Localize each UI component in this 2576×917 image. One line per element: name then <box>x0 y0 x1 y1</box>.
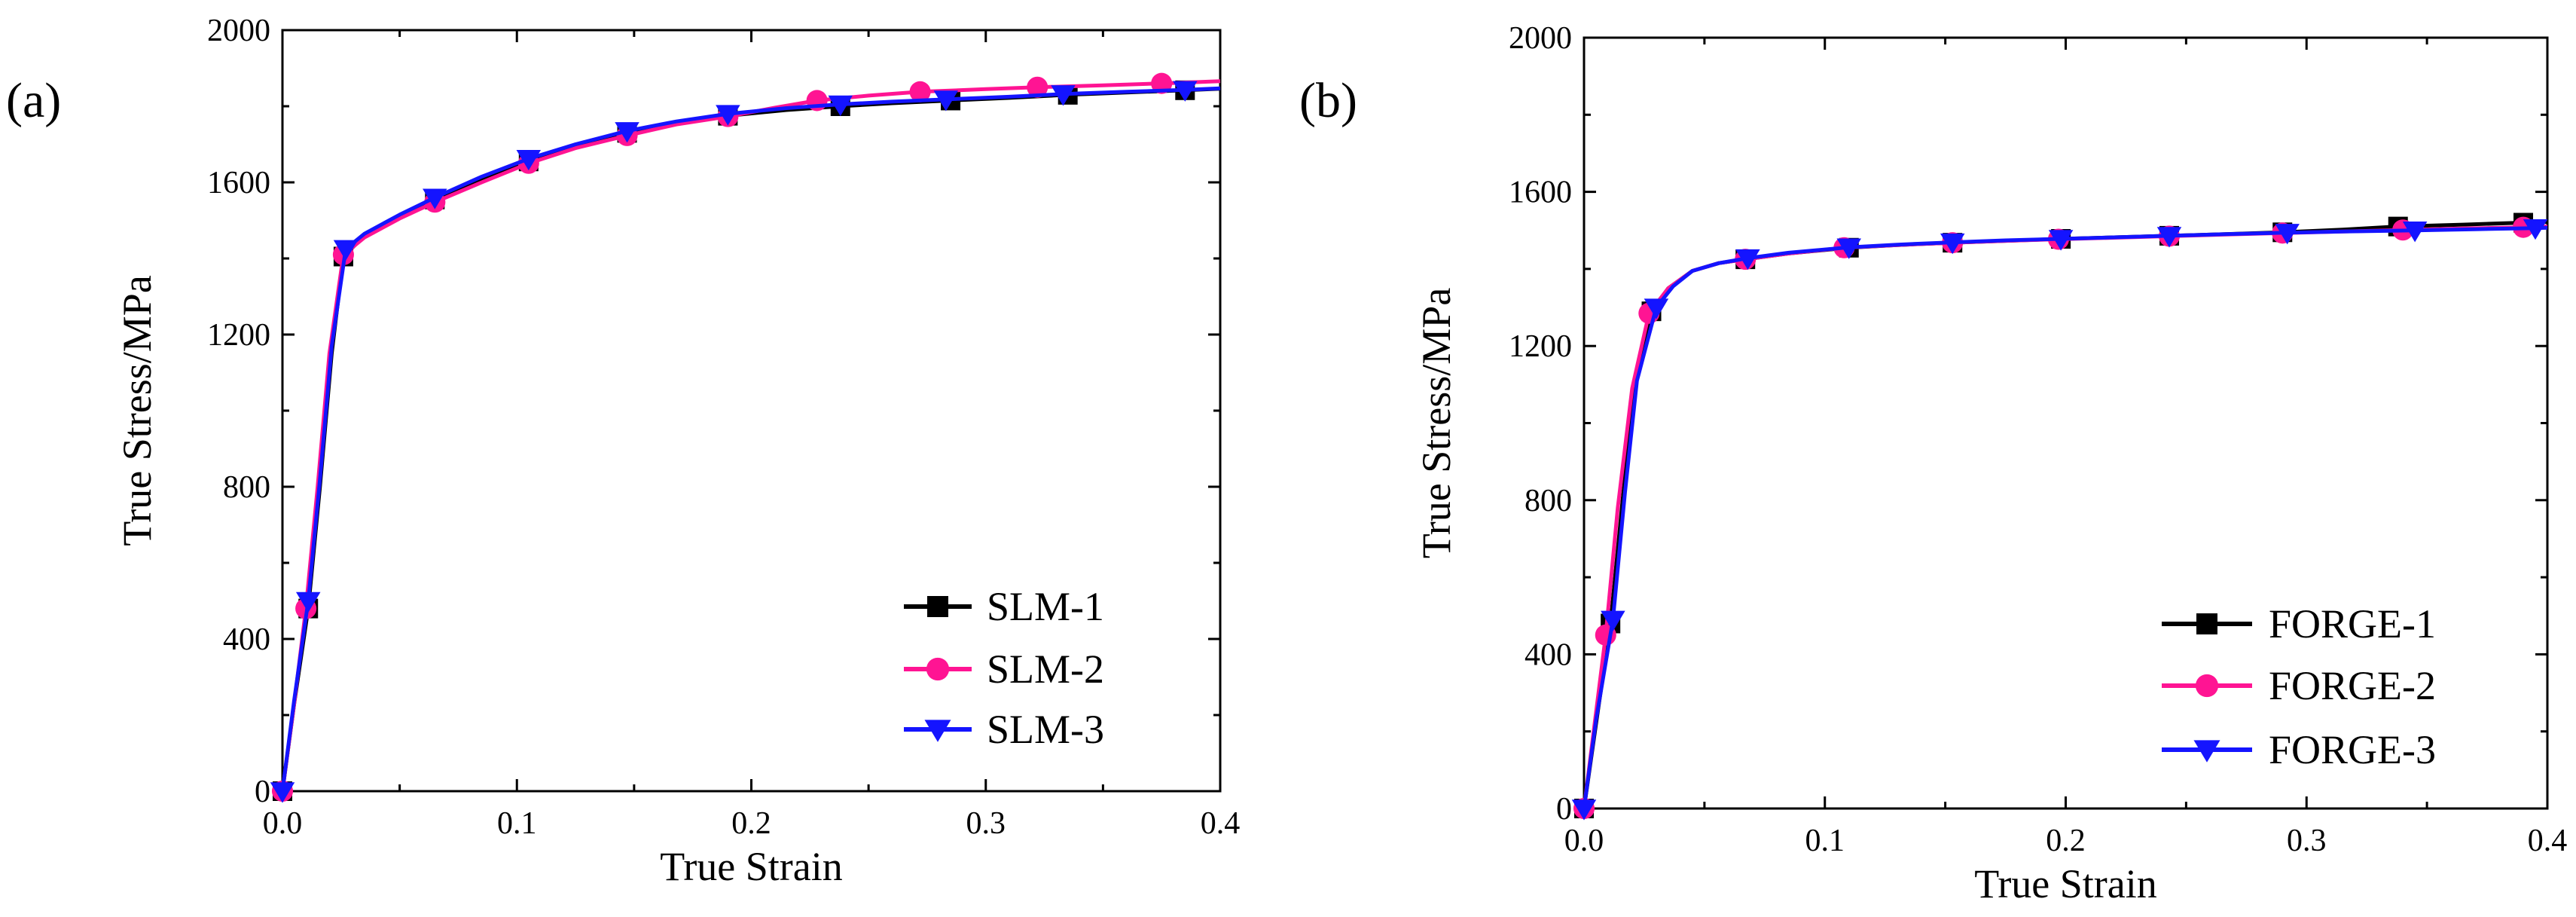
chart-0-series-2 <box>270 81 1221 803</box>
chart-0-y-axis-title: True Stress/MPa <box>114 275 160 546</box>
chart-1-x-tick-label: 0.1 <box>1805 824 1845 858</box>
chart-1-y-tick-label: 1200 <box>1509 329 1572 364</box>
chart-1-panel-label: (b) <box>1299 73 1357 128</box>
chart-0-y-tick-label: 400 <box>223 622 270 657</box>
chart-1-data-point-2 <box>1940 233 1965 255</box>
chart-0-legend-label-2: SLM-3 <box>987 707 1104 752</box>
chart-0-data-point-2 <box>615 122 639 143</box>
chart-1-data-point-2 <box>2523 219 2548 240</box>
chart-1-series-2 <box>1571 219 2548 821</box>
chart-0-data-point-2 <box>333 240 359 261</box>
chart-1-data-point-2 <box>2048 230 2074 251</box>
chart-0-x-tick-label: 0.2 <box>731 806 771 841</box>
chart-0-data-point-2 <box>716 105 740 126</box>
chart-0-x-tick-label: 0.1 <box>497 806 537 841</box>
chart-0-x-tick-label: 0.3 <box>966 806 1006 841</box>
chart-1-data-point-2 <box>2402 222 2428 243</box>
chart-0-x-tick-label: 0.0 <box>263 806 303 841</box>
chart-0-x-tick-label: 0.4 <box>1201 806 1241 841</box>
chart-0-data-point-2 <box>1173 81 1198 102</box>
chart-1-data-point-2 <box>1644 298 1669 319</box>
chart-0-data-point-2 <box>516 149 542 171</box>
chart-1-x-axis-title: True Strain <box>1974 861 2157 906</box>
chart-0-y-tick-label: 0 <box>255 775 270 809</box>
chart-1-legend-label-1: FORGE-2 <box>2269 663 2436 708</box>
chart-1-y-tick-label: 1600 <box>1509 176 1572 210</box>
chart-1-y-tick-label: 800 <box>1525 484 1572 518</box>
chart-0-series-0 <box>273 80 1221 801</box>
chart-1-x-tick-label: 0.3 <box>2287 824 2327 858</box>
chart-0-data-point-1 <box>909 81 931 102</box>
chart-1-y-tick-label: 2000 <box>1509 21 1572 56</box>
chart-1-legend-label-2: FORGE-3 <box>2269 727 2436 772</box>
chart-0-panel: (a) 0.0 0.1 0.2 0.3 0.4 0 400 800 1200 1600 2000 Tru… <box>6 14 1240 889</box>
chart-1-data-point-2 <box>1836 238 1861 259</box>
chart-0-y-tick-label: 2000 <box>207 14 270 48</box>
chart-0-data-point-2 <box>295 591 321 613</box>
chart-1-y-tick-label: 400 <box>1525 637 1572 672</box>
chart-0-y-tick-label: 1600 <box>207 166 270 200</box>
chart-1-series-line-2 <box>1582 225 2548 809</box>
chart-0-series-line-2 <box>280 86 1221 792</box>
chart-0-data-point-2 <box>933 90 959 112</box>
chart-0-legend-marker-1 <box>926 657 950 681</box>
chart-0-legend-label-0: SLM-1 <box>987 584 1104 629</box>
chart-0-data-point-2 <box>423 188 447 209</box>
chart-1-x-tick-label: 0.4 <box>2528 824 2568 858</box>
chart-0-y-tick-label: 800 <box>223 470 270 505</box>
chart-1-data-point-2 <box>1571 799 1597 821</box>
chart-1-y-tick-label: 0 <box>1556 792 1572 827</box>
chart-1-x-tick-label: 0.0 <box>1564 824 1604 858</box>
chart-0-legend-marker-2 <box>924 720 951 742</box>
chart-1-y-axis-title: True Stress/MPa <box>1414 288 1459 559</box>
chart-1-data-point-2 <box>2275 224 2300 245</box>
chart-1-x-tick-label: 0.2 <box>2046 824 2086 858</box>
chart-1-legend-marker-0 <box>2196 613 2217 634</box>
chart-1-legend-marker-1 <box>2195 674 2219 698</box>
chart-1-legend-label-0: FORGE-1 <box>2269 601 2436 646</box>
chart-0-panel-label: (a) <box>6 73 61 128</box>
chart-0-x-axis-title: True Strain <box>660 844 843 889</box>
chart-0-data-point-2 <box>828 95 853 117</box>
chart-1-data-point-2 <box>1735 249 1760 271</box>
chart-0-legend-label-1: SLM-2 <box>987 646 1104 692</box>
chart-1-legend-marker-2 <box>2193 740 2220 763</box>
chart-0-y-tick-label: 1200 <box>207 318 270 353</box>
chart-1-series-line-0 <box>1582 220 2548 809</box>
chart-0-data-point-2 <box>1051 85 1076 106</box>
chart-0-data-point-1 <box>1027 76 1048 98</box>
chart-1-data-point-2 <box>1601 610 1625 631</box>
chart-1-panel: (b) 0.0 0.1 0.2 0.3 0.4 0 400 800 1200 1600 2000 Tru… <box>1299 21 2567 906</box>
chart-0-series-1 <box>271 72 1221 802</box>
chart-0-legend-marker-0 <box>927 596 948 617</box>
chart-0-data-point-2 <box>270 782 295 803</box>
chart-1-series-line-1 <box>1582 225 2548 809</box>
chart-1-data-point-2 <box>2156 227 2182 248</box>
